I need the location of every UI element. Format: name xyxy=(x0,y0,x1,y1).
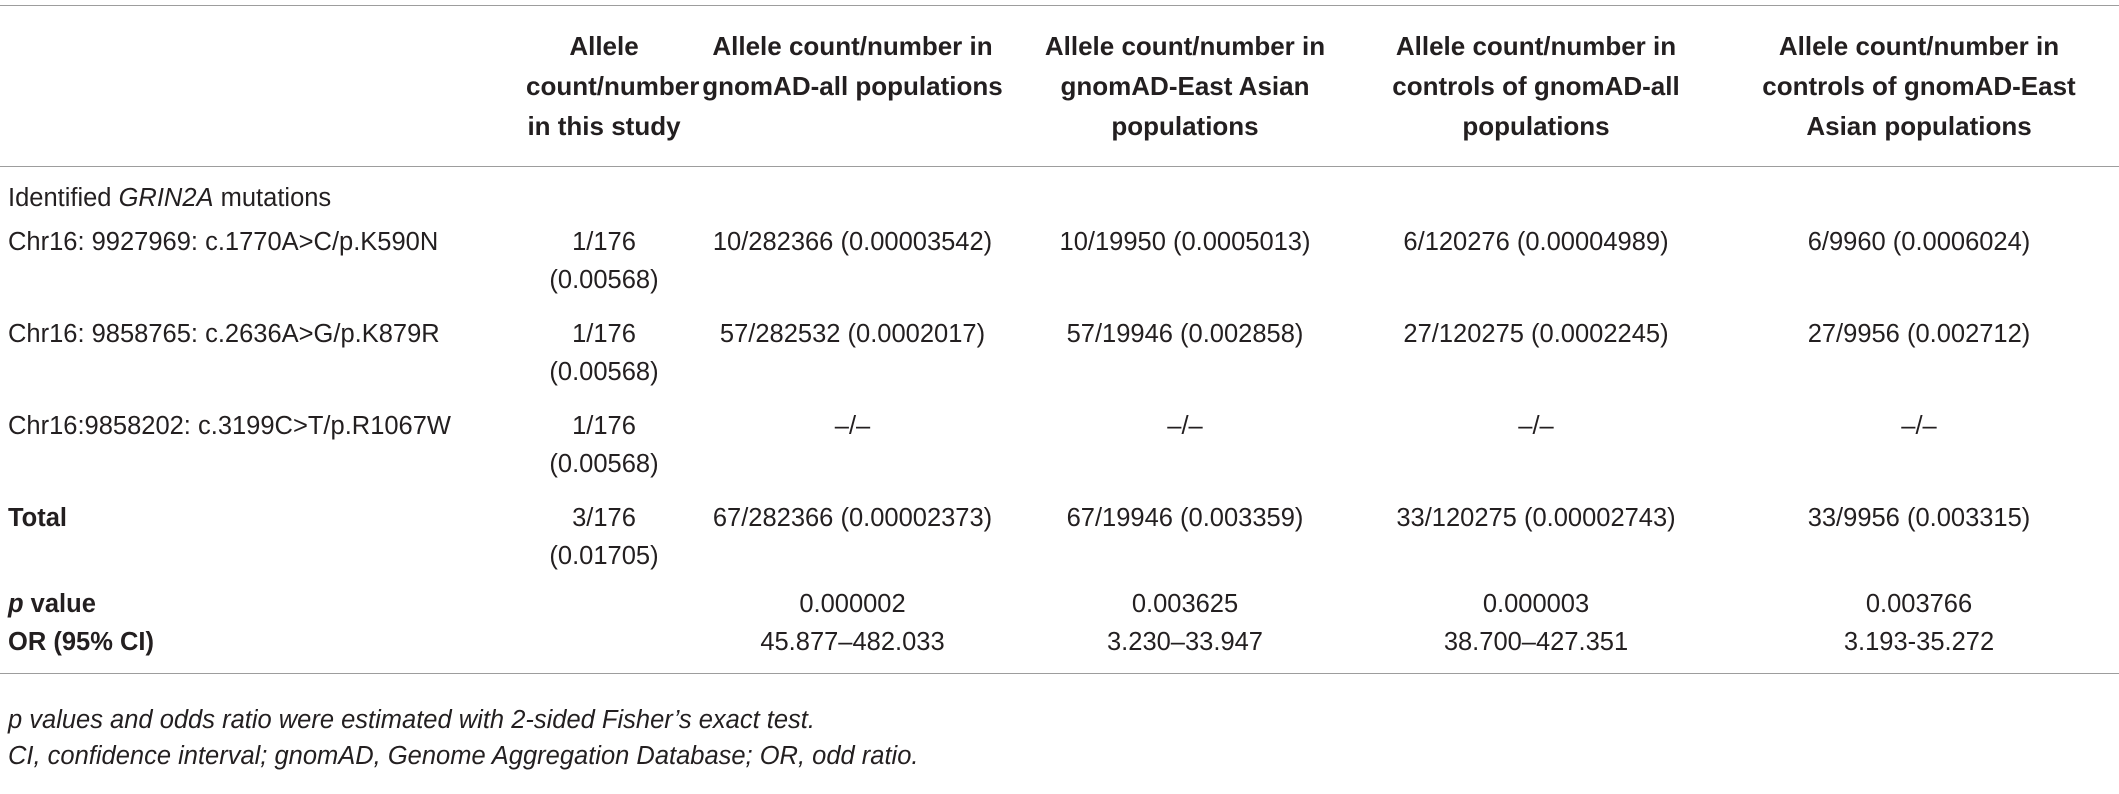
cell-controls-gnomad-all: 27/120275 (0.0002245) xyxy=(1403,320,1669,348)
section-row: Identified GRIN2A mutations xyxy=(0,167,2119,220)
allele-frequency-table: Allele count/number in this study Allele… xyxy=(0,5,2119,674)
cell-gnomad-east-asian: 57/19946 (0.002858) xyxy=(1066,320,1304,348)
footnote-abbreviations: CI, confidence interval; gnomAD, Genome … xyxy=(8,742,919,770)
variant-label: Chr16: 9927969: c.1770A>C/p.K590N xyxy=(8,228,439,256)
header-row: Allele count/number in this study Allele… xyxy=(0,5,2119,167)
table-header: Allele count/number in this study Allele… xyxy=(0,5,2119,167)
header-controls-gnomad-all: Allele count/number in controls of gnomA… xyxy=(1392,31,1680,141)
header-variant xyxy=(0,6,520,167)
cell-this-study: 1/176 (0.00568) xyxy=(549,228,659,294)
cell-this-study xyxy=(520,623,688,674)
cell-controls-gnomad-east-asian: 6/9960 (0.0006024) xyxy=(1807,228,2031,256)
cell-gnomad-all: –/– xyxy=(834,412,871,440)
cell-gnomad-all: 10/282366 (0.00003542) xyxy=(712,228,993,256)
cell-this-study: 1/176 (0.00568) xyxy=(549,412,659,478)
cell-gnomad-east-asian: 0.003625 xyxy=(1131,590,1239,618)
footnote-statistics: p values and odds ratio were estimated w… xyxy=(8,706,815,734)
cell-controls-gnomad-all: 33/120275 (0.00002743) xyxy=(1396,504,1676,532)
cell-gnomad-all: 57/282532 (0.0002017) xyxy=(719,320,986,348)
p-value-label-rest: value xyxy=(23,590,96,618)
cell-controls-gnomad-east-asian: 0.003766 xyxy=(1865,590,1973,618)
p-value-row: p value 0.000002 0.003625 0.000003 0.003… xyxy=(0,583,2119,623)
cell-this-study: 3/176 (0.01705) xyxy=(549,504,659,570)
header-controls-gnomad-east-asian: Allele count/number in controls of gnomA… xyxy=(1762,31,2076,141)
p-value-label: p value xyxy=(0,583,520,623)
table-footnotes: p values and odds ratio were estimated w… xyxy=(8,702,918,774)
odds-ratio-label: OR (95% CI) xyxy=(8,628,154,656)
table-row: Chr16: 9927969: c.1770A>C/p.K590N 1/176 … xyxy=(0,219,2119,311)
cell-controls-gnomad-all: 0.000003 xyxy=(1482,590,1590,618)
total-label: Total xyxy=(8,504,68,532)
cell-this-study: 1/176 (0.00568) xyxy=(549,320,659,386)
cell-gnomad-east-asian: –/– xyxy=(1167,412,1203,440)
odds-ratio-row: OR (95% CI) 45.877–482.033 3.230–33.947 … xyxy=(0,623,2119,674)
cell-gnomad-all: 0.000002 xyxy=(799,590,906,618)
cell-controls-gnomad-all: 6/120276 (0.00004989) xyxy=(1403,228,1669,256)
cell-controls-gnomad-east-asian: –/– xyxy=(1901,412,1937,440)
cell-controls-gnomad-east-asian: 27/9956 (0.002712) xyxy=(1807,320,2031,348)
cell-gnomad-east-asian: 3.230–33.947 xyxy=(1107,628,1263,656)
variant-label: Chr16:9858202: c.3199C>T/p.R1067W xyxy=(8,412,451,440)
cell-controls-gnomad-east-asian: 33/9956 (0.003315) xyxy=(1807,504,2031,532)
header-this-study: Allele count/number in this study xyxy=(526,31,700,141)
table-row: Chr16: 9858765: c.2636A>G/p.K879R 1/176 … xyxy=(0,311,2119,403)
cell-controls-gnomad-east-asian: 3.193-35.272 xyxy=(1843,628,1995,656)
header-gnomad-all: Allele count/number in gnomAD-all popula… xyxy=(702,31,1003,101)
section-gene: GRIN2A xyxy=(118,184,214,212)
variant-label: Chr16: 9858765: c.2636A>G/p.K879R xyxy=(8,320,440,348)
total-row: Total 3/176 (0.01705) 67/282366 (0.00002… xyxy=(0,495,2119,583)
cell-gnomad-all: 67/282366 (0.00002373) xyxy=(712,504,993,532)
cell-gnomad-all: 45.877–482.033 xyxy=(760,628,945,656)
header-gnomad-east-asian: Allele count/number in gnomAD-East Asian… xyxy=(1044,31,1326,141)
section-label: Identified GRIN2A mutations xyxy=(0,167,2119,220)
section-suffix: mutations xyxy=(213,184,332,212)
table-row: Chr16:9858202: c.3199C>T/p.R1067W 1/176 … xyxy=(0,403,2119,495)
cell-controls-gnomad-all: –/– xyxy=(1518,412,1554,440)
cell-this-study xyxy=(520,583,688,623)
cell-controls-gnomad-all: 38.700–427.351 xyxy=(1443,628,1629,656)
table-body: Identified GRIN2A mutations Chr16: 99279… xyxy=(0,167,2119,674)
cell-gnomad-east-asian: 10/19950 (0.0005013) xyxy=(1059,228,1311,256)
cell-gnomad-east-asian: 67/19946 (0.003359) xyxy=(1066,504,1304,532)
p-value-label-italic: p xyxy=(8,590,24,618)
section-prefix: Identified xyxy=(8,184,119,212)
